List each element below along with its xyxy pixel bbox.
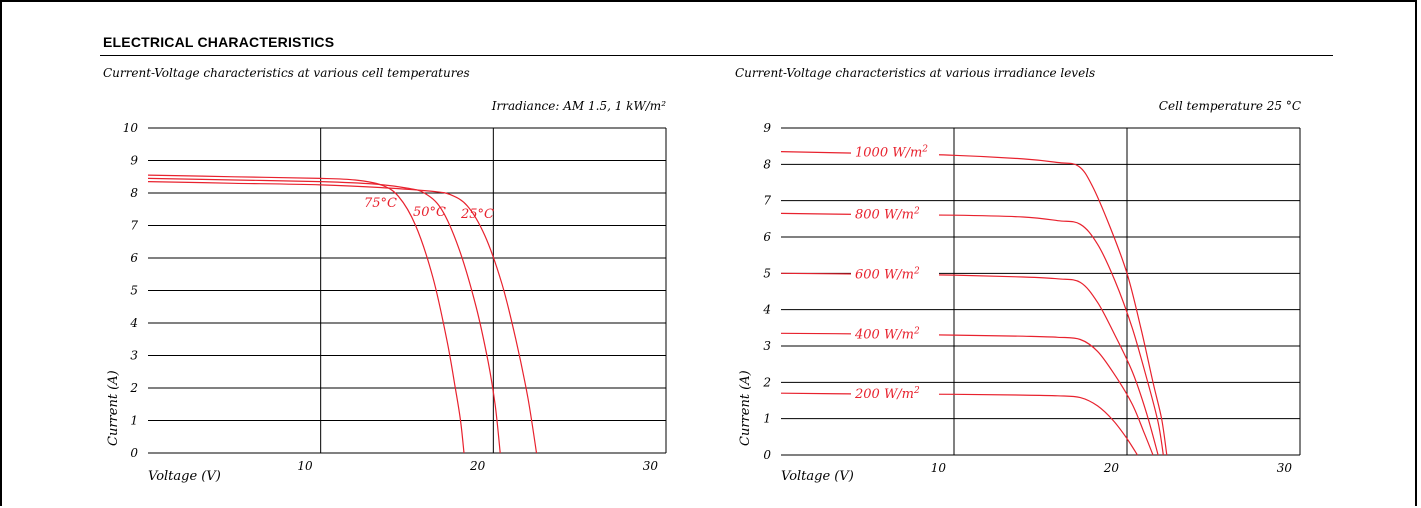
- chart-irradiance-x-tick-label: 20: [1103, 461, 1120, 475]
- chart-temperature-y-tick-label: 9: [130, 154, 138, 168]
- chart-irradiance: Cell temperature 25 °C Voltage (V) Curre…: [738, 99, 1301, 484]
- chart-temperature-series-line: [147, 177, 501, 454]
- chart-irradiance-label-backing: [851, 142, 939, 161]
- chart-temperature-y-tick-label: 2: [129, 381, 138, 395]
- chart-temperature-series-line: [147, 174, 465, 454]
- chart-temperature-y-tick-label: 5: [130, 284, 138, 298]
- chart-temperature-y-tick-label: 3: [130, 349, 138, 363]
- chart-irradiance-y-tick-label: 0: [763, 448, 771, 462]
- chart-irradiance-y-tick-label: 8: [763, 157, 771, 171]
- chart-irradiance-series-label: 800 W/m2: [855, 206, 920, 222]
- chart-irradiance-y-tick-label: 5: [763, 266, 771, 280]
- chart-temperature-series-label: 25°C: [460, 207, 494, 222]
- chart-temperature-y-tick-label: 10: [123, 121, 139, 135]
- chart-temperature-series-label: 50°C: [413, 205, 446, 220]
- chart-irradiance-y-tick-label: 6: [763, 230, 771, 244]
- chart-irradiance-series-line: [780, 272, 1159, 456]
- chart-temperature-y-tick-label: 7: [130, 219, 138, 233]
- chart-irradiance-y-tick-label: 4: [762, 303, 771, 317]
- chart-temperature-series-label: 75°C: [364, 196, 397, 211]
- chart-temperature-y-tick-label: 6: [130, 251, 138, 265]
- chart-temperature-note: Irradiance: AM 1.5, 1 kW/m²: [491, 99, 666, 113]
- chart-irradiance-series-line: [780, 151, 1168, 456]
- chart-irradiance-series-label: 1000 W/m2: [855, 145, 928, 161]
- chart-temperature-x-tick-label: 20: [469, 459, 486, 473]
- chart-temperature-y-tick-label: 4: [129, 316, 138, 330]
- chart-temperature-series-line: [147, 181, 538, 454]
- chart-irradiance-label-backing: [851, 324, 939, 343]
- chart-temperature: Irradiance: AM 1.5, 1 kW/m² Voltage (V) …: [106, 99, 667, 484]
- section-title: ELECTRICAL CHARACTERISTICS: [103, 34, 335, 50]
- chart-temperature-y-tick-label: 1: [130, 414, 138, 428]
- chart-temperature-y-axis-label: Current (A): [106, 370, 121, 446]
- chart-irradiance-series-line: [780, 392, 1138, 456]
- chart-temperature-y-tick-label: 0: [130, 446, 138, 460]
- chart-temperature-x-tick-label: 30: [643, 459, 659, 473]
- chart-irradiance-y-tick-label: 9: [763, 121, 771, 135]
- chart-irradiance-y-tick-label: 3: [763, 339, 771, 353]
- chart-temperature-title: Current-Voltage characteristics at vario…: [103, 66, 470, 80]
- chart-irradiance-series-label: 600 W/m2: [855, 266, 920, 282]
- chart-irradiance-series-label: 400 W/m2: [854, 326, 920, 342]
- chart-irradiance-x-tick-label: 10: [931, 461, 947, 475]
- chart-irradiance-series-label: 200 W/m2: [854, 386, 920, 402]
- chart-irradiance-x-axis-label: Voltage (V): [781, 469, 854, 484]
- chart-temperature-x-tick-label: 10: [297, 459, 313, 473]
- chart-temperature-x-axis-label: Voltage (V): [148, 469, 221, 484]
- chart-irradiance-y-tick-label: 2: [762, 375, 771, 389]
- section-divider: [100, 55, 1333, 56]
- chart-irradiance-y-tick-label: 1: [763, 412, 771, 426]
- chart-irradiance-label-backing: [851, 384, 939, 403]
- chart-irradiance-label-backing: [851, 264, 939, 283]
- chart-irradiance-label-backing: [851, 204, 939, 223]
- chart-irradiance-y-axis-label: Current (A): [738, 370, 753, 446]
- chart-irradiance-y-tick-label: 7: [763, 194, 771, 208]
- chart-irradiance-note: Cell temperature 25 °C: [1159, 99, 1301, 113]
- chart-irradiance-title: Current-Voltage characteristics at vario…: [735, 66, 1096, 80]
- chart-temperature-y-tick-label: 8: [130, 186, 138, 200]
- chart-irradiance-x-tick-label: 30: [1277, 461, 1293, 475]
